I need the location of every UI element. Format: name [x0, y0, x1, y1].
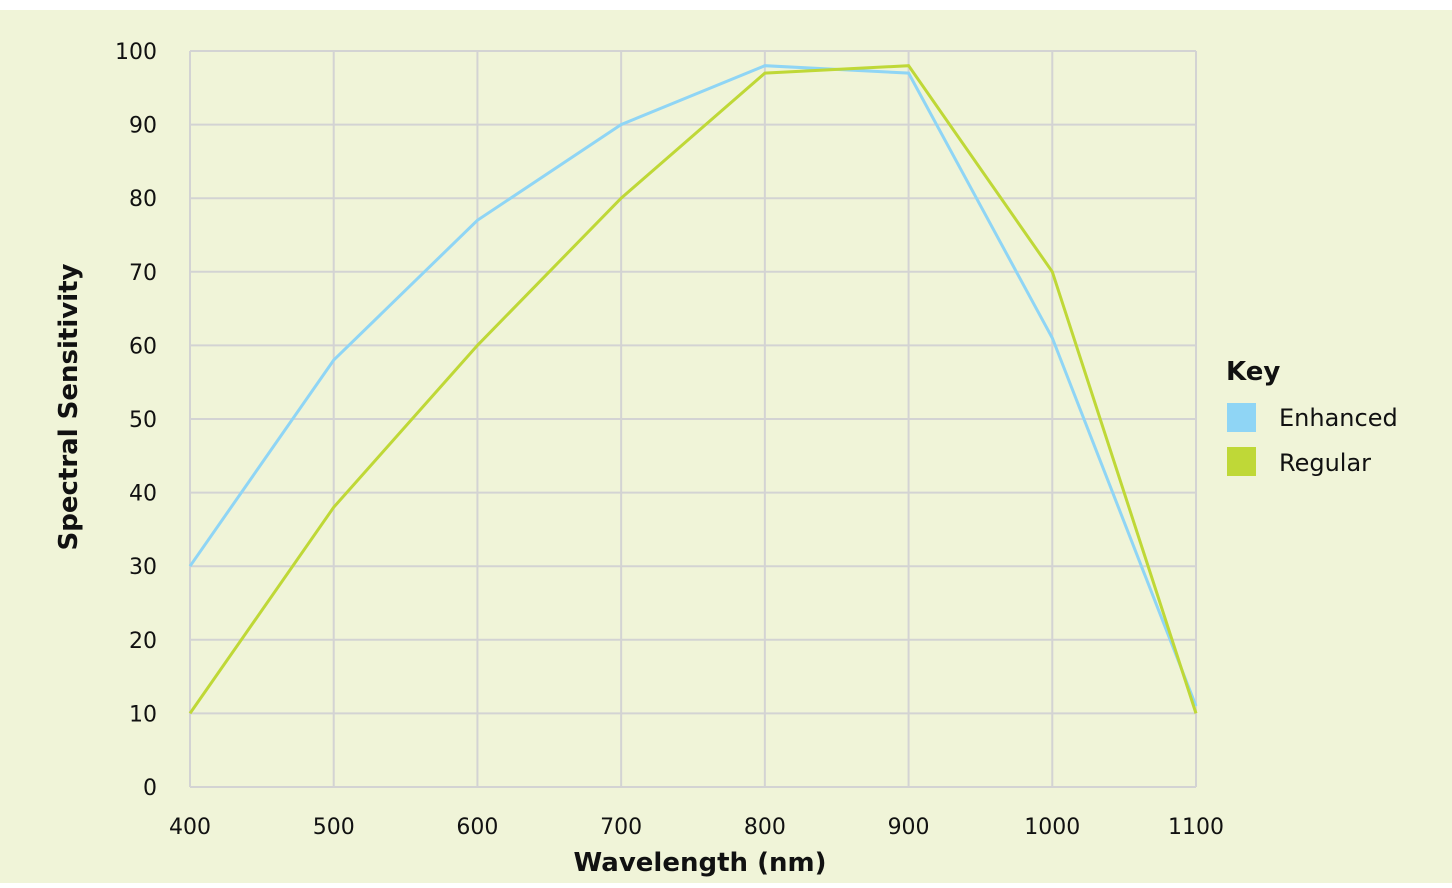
- legend-label-regular: Regular: [1279, 449, 1371, 477]
- chart-background: [0, 10, 1452, 883]
- x-tick-label: 700: [600, 815, 642, 840]
- series-line-enhanced: [188, 64, 1198, 707]
- legend-swatch-enhanced: [1227, 403, 1256, 432]
- series-line-regular: [188, 64, 1198, 715]
- y-tick-label: 100: [115, 40, 157, 65]
- x-tick-label: 1000: [1024, 815, 1080, 840]
- y-tick-label: 60: [129, 334, 157, 359]
- x-tick-label: 800: [744, 815, 786, 840]
- x-tick-label: 400: [169, 815, 211, 840]
- legend-title: Key: [1226, 357, 1280, 387]
- legend-swatch-regular: [1227, 447, 1256, 476]
- y-tick-label: 30: [129, 555, 157, 580]
- x-tick-label: 500: [313, 815, 355, 840]
- y-axis-title: Spectral Sensitivity: [54, 263, 84, 550]
- series-lines: [188, 64, 1198, 715]
- legend-label-enhanced: Enhanced: [1279, 404, 1398, 432]
- legend: Key Enhanced Regular: [1226, 357, 1398, 477]
- grid-lines: [189, 50, 1197, 788]
- tick-labels: 0 10 20 30 40 50 60 70 80 90 100 400 500 600 700 800 900…: [115, 40, 1224, 840]
- y-tick-label: 20: [129, 629, 157, 654]
- x-tick-label: 600: [456, 815, 498, 840]
- y-tick-label: 80: [129, 187, 157, 212]
- x-tick-label: 1100: [1168, 815, 1224, 840]
- y-tick-label: 90: [129, 114, 157, 139]
- y-tick-label: 40: [129, 482, 157, 507]
- y-tick-label: 70: [129, 261, 157, 286]
- y-tick-label: 0: [143, 776, 157, 801]
- y-tick-label: 50: [129, 408, 157, 433]
- x-tick-label: 900: [888, 815, 930, 840]
- y-tick-label: 10: [129, 702, 157, 727]
- x-axis-title: Wavelength (nm): [574, 848, 827, 878]
